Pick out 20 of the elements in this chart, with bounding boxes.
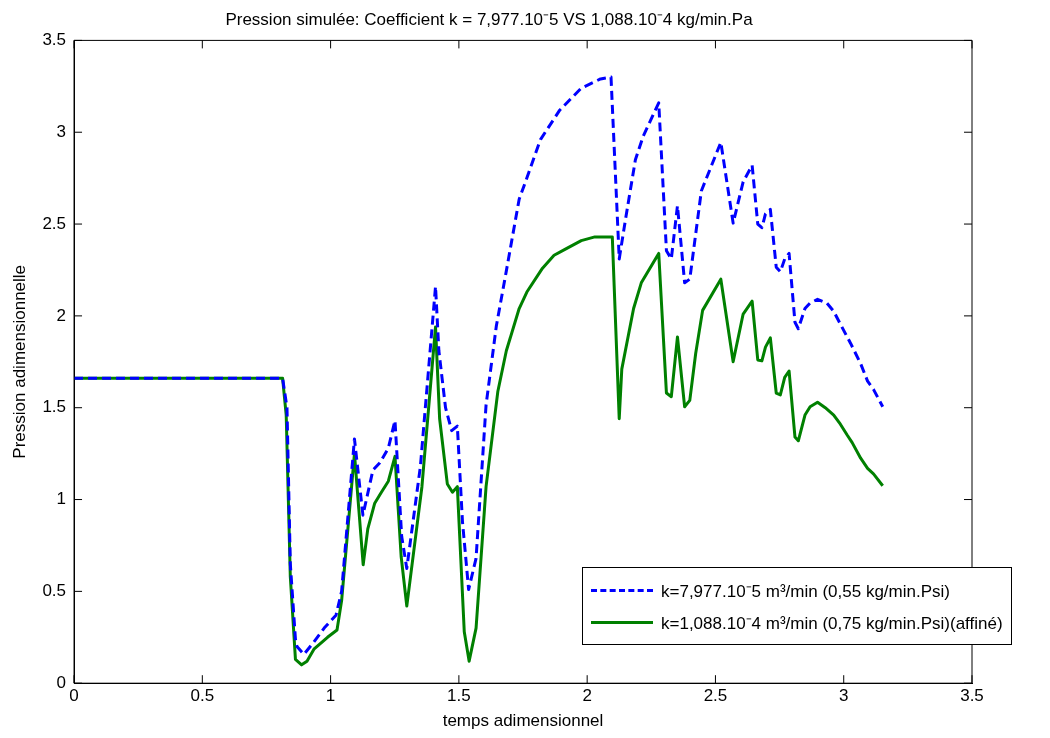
- y-tick-label: 2: [56, 305, 67, 325]
- y-axis-title: Pression adimensionnelle: [9, 264, 29, 459]
- x-tick-label: 0.5: [190, 686, 215, 706]
- y-tick-label: 1.5: [42, 397, 67, 417]
- chart-title: Pression simulée: Coefficient k = 7,977.10⁻5 VS 1,088.10⁻4 kg/min.Pa: [225, 9, 754, 29]
- y-tick-label: 0: [56, 672, 67, 692]
- x-tick-label: 3.5: [960, 686, 984, 706]
- x-axis-title: temps adimensionnel: [442, 711, 604, 731]
- y-tick-label: 0.5: [42, 581, 67, 601]
- x-tick-label: 1.5: [447, 686, 471, 706]
- legend-label: k=1,088.10⁻4 m³/min (0,75 kg/min.Psi)(affiné): [661, 612, 1003, 634]
- y-tick-label: 3: [56, 121, 67, 141]
- x-tick-label: 2: [582, 686, 592, 706]
- legend-label: k=7,977.10⁻5 m³/min (0,55 kg/min.Psi): [661, 580, 950, 602]
- x-tick-label: 2.5: [703, 686, 728, 706]
- y-tick-label: 1: [56, 489, 67, 509]
- y-tick-label: 2.5: [42, 213, 67, 233]
- x-tick-label: 1: [325, 686, 336, 706]
- x-tick-label: 3: [838, 686, 849, 706]
- y-tick-label: 3.5: [42, 30, 67, 50]
